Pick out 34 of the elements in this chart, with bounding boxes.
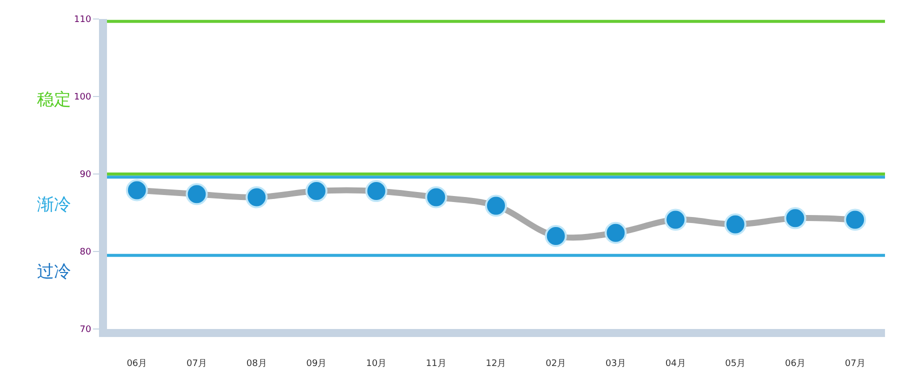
x-tick-label: 12月 [486,358,506,369]
point [246,186,268,208]
point [425,186,448,208]
x-tick-label: 02月 [546,358,566,369]
x-tick-label: 04月 [665,358,686,369]
text: 稳定 [37,90,71,110]
point [544,225,567,247]
x-tick-label: 07月 [186,358,207,369]
point [305,180,328,202]
x-tick-label: 06月 [126,358,148,369]
text: 过冷 [37,262,71,282]
x-tick-label: 03月 [605,358,626,369]
y-tick-label: 90 [80,170,92,180]
point [784,207,806,230]
x-tick-label: 07月 [844,358,866,369]
point [186,183,208,206]
x-tick-label: 06月 [785,358,806,369]
x-tick-label: 09月 [306,358,327,369]
y-tick-label: 100 [74,92,92,103]
x-tick-label: 08月 [246,358,267,369]
point [844,208,866,231]
x-tick-label: 11月 [426,358,446,369]
point [126,179,148,202]
point [664,208,687,231]
y-tick-label: 110 [74,15,92,26]
x-tick-label: 05月 [725,358,746,369]
x-tick-label: 10月 [366,358,387,369]
text: 渐冷 [37,195,71,215]
point [365,180,388,202]
y-tick-label: 70 [80,325,92,336]
point [724,213,746,236]
y-tick-label: 80 [80,248,92,258]
point [485,194,507,217]
point [604,222,627,244]
